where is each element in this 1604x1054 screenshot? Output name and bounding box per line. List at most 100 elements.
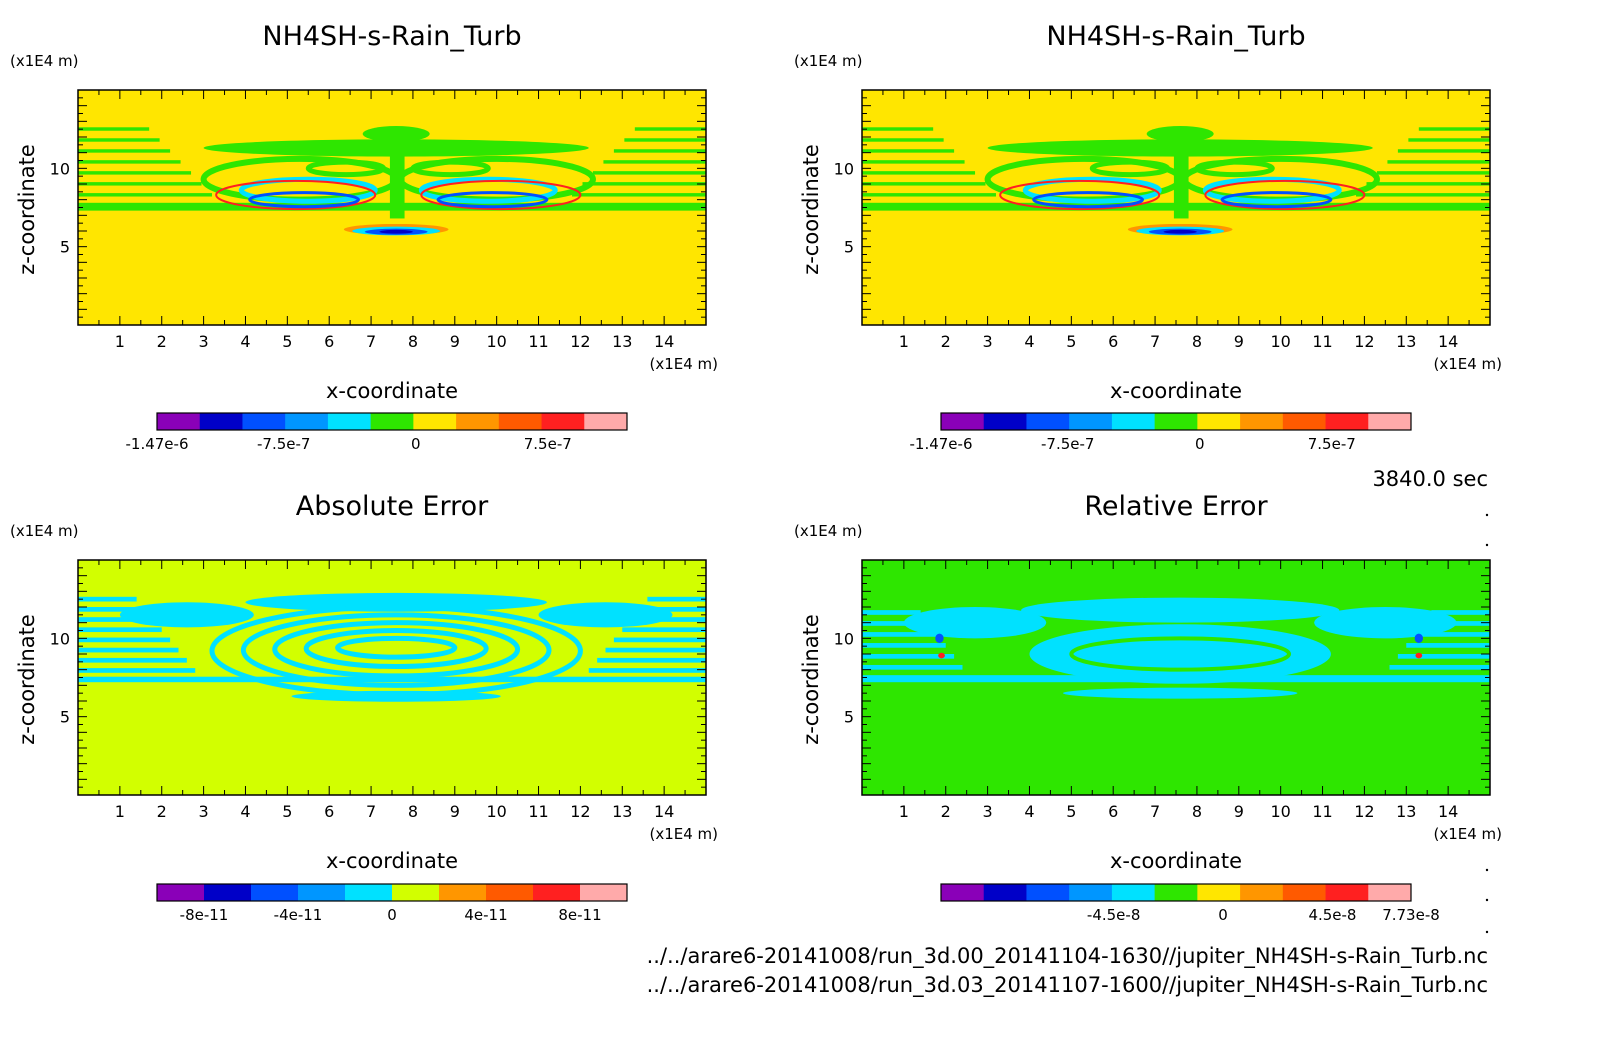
marker-dot	[1485, 543, 1489, 547]
footer-path-1: ../../arare6-20141008/run_3d.00_20141104…	[647, 944, 1488, 969]
colorbar-tick-label: 0	[411, 435, 421, 453]
x-tick-label: 8	[408, 332, 418, 351]
colorbar-swatch	[541, 413, 585, 430]
x-tick-label: 13	[612, 802, 632, 821]
y-tick-label: 10	[50, 159, 70, 178]
colorbar-swatch	[413, 413, 457, 430]
chart-title: NH4SH-s-Rain_Turb	[262, 21, 521, 52]
colorbar-tick-label: -4.5e-8	[1087, 906, 1140, 924]
x-tick-label: 6	[1108, 802, 1118, 821]
colorbar-swatch	[584, 413, 628, 430]
x-tick-label: 8	[1192, 332, 1202, 351]
x-tick-label: 4	[1024, 332, 1034, 351]
colorbar-swatch	[456, 413, 500, 430]
y-axis-label: z-coordinate	[15, 144, 39, 275]
colorbar-tick-label: -8e-11	[180, 906, 229, 924]
y-tick-label: 10	[834, 629, 854, 648]
colorbar-swatch	[580, 884, 628, 901]
chart-title: Absolute Error	[296, 491, 489, 522]
x-unit-label: (x1E4 m)	[649, 355, 718, 373]
colorbar-swatch	[1325, 884, 1369, 901]
chart-title: NH4SH-s-Rain_Turb	[1046, 21, 1305, 52]
colorbar-tick-label: 4.5e-8	[1308, 906, 1356, 924]
x-tick-label: 6	[324, 802, 334, 821]
x-tick-label: 12	[570, 802, 590, 821]
colorbar-swatch	[157, 413, 201, 430]
colorbar-tick-label: 7.5e-7	[1308, 435, 1356, 453]
y-unit-label: (x1E4 m)	[794, 522, 863, 540]
x-tick-label: 9	[1234, 802, 1244, 821]
time-label: 3840.0 sec	[1372, 467, 1488, 491]
y-unit-label: (x1E4 m)	[10, 522, 79, 540]
colorbar-tick-label: 7.73e-8	[1382, 906, 1440, 924]
x-tick-label: 1	[115, 802, 125, 821]
y-axis-label: z-coordinate	[799, 144, 823, 275]
colorbar-frame	[940, 883, 1412, 902]
colorbar-swatch	[941, 884, 985, 901]
x-tick-label: 9	[450, 802, 460, 821]
colorbar-swatch	[1325, 413, 1369, 430]
x-tick-label: 11	[528, 802, 548, 821]
x-tick-label: 8	[408, 802, 418, 821]
colorbar-swatch	[1154, 884, 1198, 901]
x-unit-label: (x1E4 m)	[649, 825, 718, 843]
colorbar-swatch	[533, 884, 581, 901]
x-tick-label: 7	[366, 332, 376, 351]
colorbar: -1.47e-6 -7.5e-7 0 7.5e-7	[910, 412, 1412, 453]
x-tick-label: 5	[1066, 332, 1076, 351]
x-tick-label: 2	[941, 332, 951, 351]
colorbar-tick-label: -1.47e-6	[126, 435, 189, 453]
y-unit-label: (x1E4 m)	[10, 52, 79, 70]
x-unit-label: (x1E4 m)	[1433, 825, 1502, 843]
marker-dot	[1485, 898, 1489, 902]
x-tick-label: 14	[654, 802, 674, 821]
colorbar-swatch	[298, 884, 346, 901]
colorbar-swatch	[1111, 413, 1156, 430]
colorbar-swatch	[1111, 884, 1156, 901]
colorbar-swatch	[327, 413, 372, 430]
y-tick-label: 5	[844, 238, 854, 257]
x-tick-label: 9	[1234, 332, 1244, 351]
x-tick-label: 12	[570, 332, 590, 351]
colorbar-swatch	[157, 884, 205, 901]
x-tick-label: 11	[1312, 802, 1332, 821]
colorbar-tick-label: -7.5e-7	[257, 435, 310, 453]
x-axis-label: x-coordinate	[326, 849, 458, 873]
colorbar-swatch	[1026, 884, 1070, 901]
y-tick-label: 5	[60, 708, 70, 727]
x-tick-label: 14	[1438, 802, 1458, 821]
colorbar: -1.47e-6 -7.5e-7 0 7.5e-7	[126, 412, 628, 453]
colorbar-tick-label: 0	[1195, 435, 1205, 453]
colorbar-swatch	[983, 884, 1027, 901]
x-tick-label: 7	[1150, 332, 1160, 351]
x-tick-label: 5	[1066, 802, 1076, 821]
x-tick-label: 6	[324, 332, 334, 351]
colorbar-swatch	[983, 413, 1027, 430]
x-tick-label: 2	[157, 802, 167, 821]
x-tick-label: 8	[1192, 802, 1202, 821]
colorbar-swatch	[392, 884, 440, 901]
colorbar-swatch	[242, 413, 286, 430]
colorbar-swatch	[1026, 413, 1070, 430]
colorbar-swatch	[439, 884, 487, 901]
x-tick-label: 7	[366, 802, 376, 821]
x-tick-label: 14	[1438, 332, 1458, 351]
colorbar-frame	[156, 883, 628, 902]
x-tick-label: 13	[1396, 332, 1416, 351]
x-tick-label: 5	[282, 332, 292, 351]
y-axis-label: z-coordinate	[15, 614, 39, 745]
x-tick-label: 3	[199, 802, 209, 821]
panel-bottom-right: Relative Error(x1E4 m)1 2 3 4 5 6 7 8 9 10 11 12 13 1…	[794, 491, 1502, 924]
colorbar-swatch	[1069, 884, 1113, 901]
y-unit-label: (x1E4 m)	[794, 52, 863, 70]
x-tick-label: 12	[1354, 802, 1374, 821]
colorbar-tick-label: 0	[1218, 906, 1228, 924]
colorbar-swatch	[486, 884, 534, 901]
x-tick-label: 3	[983, 332, 993, 351]
x-tick-label: 10	[486, 332, 506, 351]
x-tick-label: 1	[899, 802, 909, 821]
x-tick-label: 2	[157, 332, 167, 351]
x-tick-label: 11	[1312, 332, 1332, 351]
panel-bottom-left: Absolute Error(x1E4 m)1 2 3 4 5 6 7 8 9 10 11 12 13 1…	[10, 491, 718, 924]
